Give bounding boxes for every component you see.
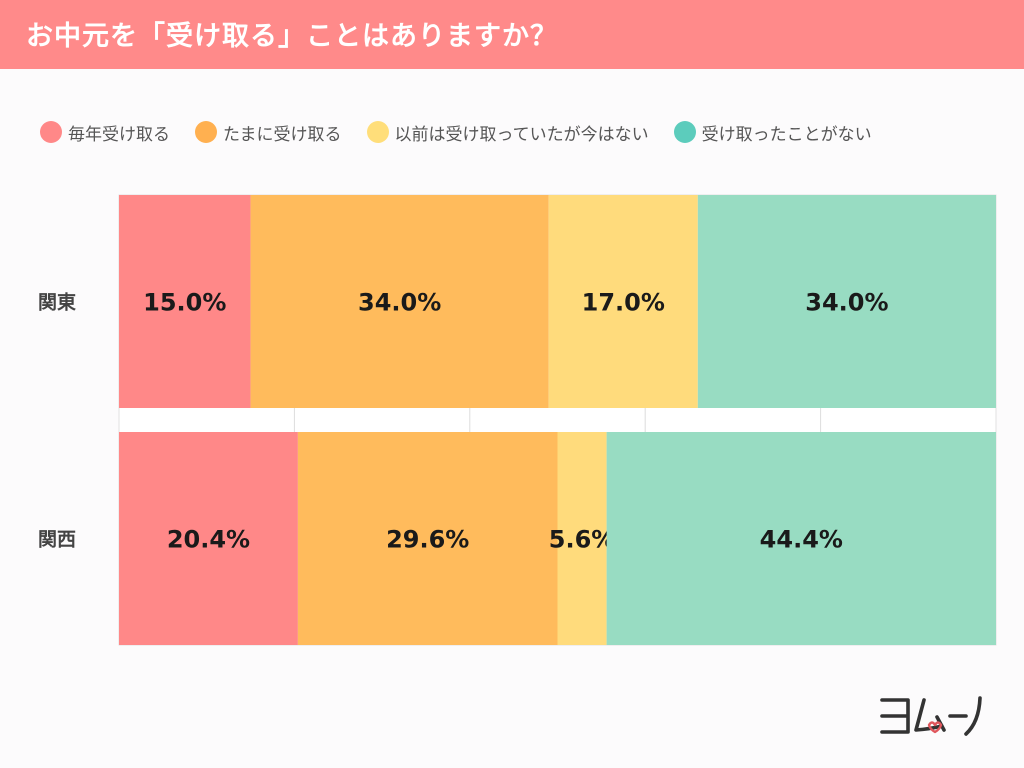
data-label: 29.6% [386,526,469,554]
data-label: 34.0% [805,289,888,317]
bar-segment [557,432,607,645]
legend-item: たまに受け取る [195,120,342,145]
bar-segment [119,195,251,408]
data-label: 17.0% [582,289,665,317]
legend-item: 毎年受け取る [40,120,170,145]
legend-item: 以前は受け取っていたが今はない [366,120,649,145]
legend-label: 受け取ったことがない [701,124,872,145]
category-label: 関西 [38,529,76,551]
data-label: 5.6% [549,526,616,554]
category-label: 関東 [38,291,76,314]
bar-segment [297,432,558,645]
bar-segment [697,195,996,408]
page-title: お中元を「受け取る」ことはありますか？ [26,21,558,52]
legend-swatch [366,121,389,143]
data-label: 44.4% [760,526,843,554]
header-bar: お中元を「受け取る」ことはありますか？ [0,0,1024,69]
data-label: 34.0% [358,289,441,317]
legend-swatch [40,121,62,143]
data-label: 15.0% [143,289,226,317]
legend-label: 以前は受け取っていたが今はない [394,124,649,145]
bar-segment [250,195,549,408]
legend-label: たまに受け取る [223,124,342,145]
legend-swatch [195,121,217,143]
legend-item: 受け取ったことがない [673,120,872,145]
bar-segment [548,195,698,408]
chart-legend: 毎年受け取る たまに受け取る 以前は受け取っていたが今はない 受け取ったことがない [40,118,872,146]
yomuno-logo [880,696,982,736]
legend-label: 毎年受け取る [68,124,170,145]
bar-segment [606,432,996,645]
legend-swatch [673,121,696,143]
data-label: 20.4% [167,526,250,554]
bar-segment [119,432,298,645]
